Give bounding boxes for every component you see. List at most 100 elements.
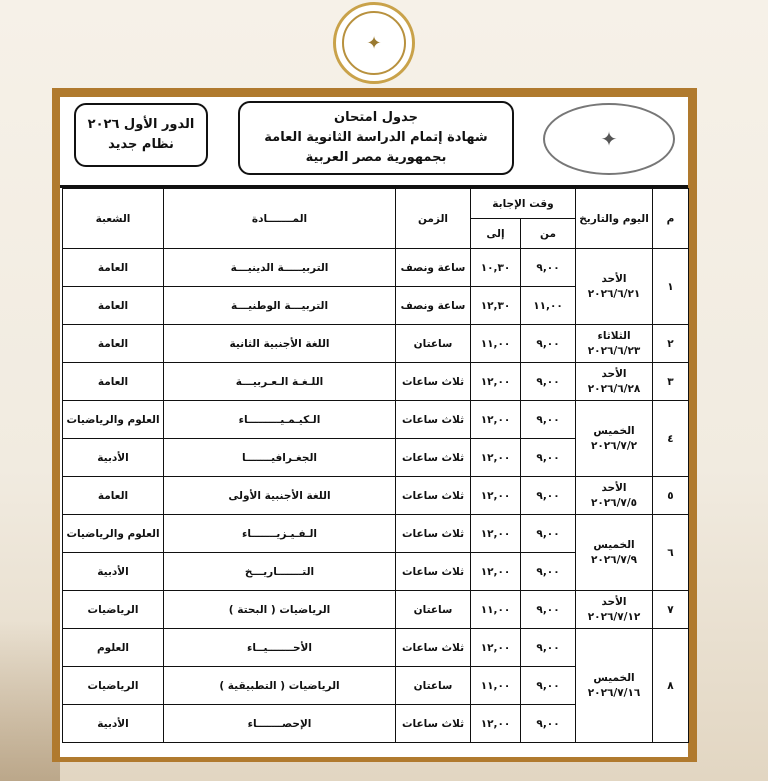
day-name: الثلاثاء (597, 329, 631, 342)
time-to: ١١,٠٠ (469, 324, 522, 363)
time-to: ١٢,٠٠ (469, 400, 522, 439)
table-row: ٩,٠٠ ١٢,٠٠ ثلاث ساعات التـــــــاريـــخ الأد… (62, 552, 689, 591)
branch: العامة (62, 248, 164, 287)
subject: الجغـرافيـــــــا (163, 438, 396, 477)
time-from: ٩,٠٠ (520, 666, 577, 705)
header-subject: المـــــــادة (163, 188, 396, 249)
exam-date: ٢٠٢٦/٧/٥ (590, 496, 638, 509)
duration: ثلاث ساعات (395, 628, 471, 667)
table-row: ٥ الأحد ٢٠٢٦/٧/٥ ٩,٠٠ ١٢,٠٠ ثلاث ساعات اللغة ا… (62, 476, 690, 515)
exam-day-date: الأحد ٢٠٢٦/٦/٢١ (575, 248, 654, 325)
exam-day-date: الأحد ٢٠٢٦/٧/٥ (575, 476, 654, 515)
duration: ساعتان (395, 666, 471, 705)
duration: ساعة ونصف (395, 248, 471, 287)
header-to: إلى (469, 218, 522, 249)
exam-day-date: الأحد ٢٠٢٦/٦/٢٨ (575, 362, 654, 401)
duration: ثلاث ساعات (395, 400, 471, 439)
ministry-logo: ✦ (333, 2, 415, 84)
branch: العلوم والرياضيات (62, 514, 164, 553)
duration: ثلاث ساعات (395, 476, 471, 515)
time-from: ٩,٠٠ (520, 552, 577, 591)
subject: الـكيـمـيـــــــــاء (163, 400, 396, 439)
subject: اللغة الأجنبية الأولى (163, 476, 396, 515)
table-row: ٨ الخميس ٢٠٢٦/٧/١٦ ٩,٠٠ ١٢,٠٠ ثلاث ساعات الأحـ… (62, 628, 690, 743)
header-branch: الشعبة (62, 188, 164, 249)
branch: العلوم والرياضيات (62, 400, 164, 439)
table-row: ٩,٠٠ ١٢,٠٠ ثلاث ساعات الجغـرافيـــــــا الأد… (62, 438, 689, 477)
exam-date: ٢٠٢٦/٧/١٦ (587, 686, 641, 699)
ministry-seal-icon: ✦ (543, 103, 675, 175)
branch: الأدبية (62, 552, 164, 591)
palm-trees-background (0, 621, 60, 781)
exam-date: ٢٠٢٦/٦/٢٣ (587, 344, 641, 357)
branch: العامة (62, 324, 164, 363)
exam-date: ٢٠٢٦/٧/٩ (590, 553, 638, 566)
time-from: ٩,٠٠ (520, 324, 577, 363)
time-to: ١١,٠٠ (469, 590, 522, 629)
exam-date: ٢٠٢٦/٧/١٢ (587, 610, 641, 623)
time-to: ١٢,٠٠ (469, 476, 522, 515)
schedule-table: م اليوم والتاريخ وقت الإجابة الزمن المــ… (62, 188, 690, 743)
duration: ساعتان (395, 324, 471, 363)
time-to: ١١,٠٠ (469, 666, 522, 705)
table-row: ٦ الخميس ٢٠٢٦/٧/٩ ٩,٠٠ ١٢,٠٠ ثلاث ساعات الـفـي… (62, 514, 690, 591)
exam-day-date: الأحد ٢٠٢٦/٧/١٢ (575, 590, 654, 629)
time-to: ١٢,٠٠ (469, 362, 522, 401)
subject: الرياضيات ( التطبيقية ) (163, 666, 396, 705)
exam-day-date: الخميس ٢٠٢٦/٧/١٦ (575, 628, 654, 743)
exam-day-date: الخميس ٢٠٢٦/٧/٢ (575, 400, 654, 477)
table-row: ٩,٠٠ ١٢,٠٠ ثلاث ساعات الإحصـــــــاء الأدبية (62, 704, 689, 743)
time-to: ١٢,٠٠ (469, 514, 522, 553)
subject: اللـغـة الـعـربيـــة (163, 362, 396, 401)
exam-round: الدور الأول ٢٠٢٦ (87, 117, 195, 132)
duration: ثلاث ساعات (395, 438, 471, 477)
time-to: ١٢,٠٠ (469, 628, 522, 667)
day-name: الأحد (601, 595, 627, 608)
header-num: م (652, 188, 690, 249)
header-duration: الزمن (395, 188, 471, 249)
day-name: الخميس (593, 424, 635, 437)
title-line-1: جدول امتحان (334, 110, 418, 125)
time-from: ١١,٠٠ (520, 286, 577, 325)
time-from: ٩,٠٠ (520, 400, 577, 439)
subject: الإحصـــــــاء (163, 704, 396, 743)
duration: ساعتان (395, 590, 471, 629)
branch: العامة (62, 476, 164, 515)
time-from: ٩,٠٠ (520, 590, 577, 629)
day-name: الأحد (601, 367, 627, 380)
time-to: ١٢,٠٠ (469, 704, 522, 743)
table-row: ٢ الثلاثاء ٢٠٢٦/٦/٢٣ ٩,٠٠ ١١,٠٠ ساعتان اللغة ا… (62, 324, 690, 363)
subject: الأحـــــــيــاء (163, 628, 396, 667)
round-box: الدور الأول ٢٠٢٦ نظام جديد (74, 103, 208, 167)
duration: ثلاث ساعات (395, 362, 471, 401)
title-line-2: شهادة إتمام الدراسة الثانوية العامة (264, 130, 488, 145)
table-row: ٣ الأحد ٢٠٢٦/٦/٢٨ ٩,٠٠ ١٢,٠٠ ثلاث ساعات اللـغـ… (62, 362, 690, 401)
exam-date: ٢٠٢٦/٧/٢ (590, 439, 638, 452)
table-row: ٧ الأحد ٢٠٢٦/٧/١٢ ٩,٠٠ ١١,٠٠ ساعتان الرياضيات … (62, 590, 690, 629)
day-name: الأحد (601, 272, 627, 285)
duration: ثلاث ساعات (395, 704, 471, 743)
time-from: ٩,٠٠ (520, 362, 577, 401)
exam-date: ٢٠٢٦/٦/٢١ (587, 287, 641, 300)
duration: ثلاث ساعات (395, 514, 471, 553)
exam-schedule-document: الدور الأول ٢٠٢٦ نظام جديد جدول امتحان ش… (60, 97, 690, 757)
table-row: ١١,٠٠ ١٢,٣٠ ساعة ونصف التربيـــة الوطنيـــة… (62, 286, 689, 325)
subject: اللغة الأجنبية الثانية (163, 324, 396, 363)
time-to: ١٢,٠٠ (469, 552, 522, 591)
subject: التربيـــــة الدينيـــة (163, 248, 396, 287)
branch: العامة (62, 362, 164, 401)
subject: الـفـيـزيـــــــاء (163, 514, 396, 553)
exam-number: ٦ (652, 514, 690, 591)
time-to: ١٢,٣٠ (469, 286, 522, 325)
title-box: جدول امتحان شهادة إتمام الدراسة الثانوية… (238, 101, 514, 175)
branch: الرياضيات (62, 666, 164, 705)
subject: التـــــــاريـــخ (163, 552, 396, 591)
header-answer-time: وقت الإجابة (469, 188, 577, 219)
duration: ثلاث ساعات (395, 552, 471, 591)
day-name: الأحد (601, 481, 627, 494)
time-from: ٩,٠٠ (520, 704, 577, 743)
branch: الأدبية (62, 438, 164, 477)
day-name: الخميس (593, 671, 635, 684)
exam-number: ٣ (652, 362, 690, 401)
time-from: ٩,٠٠ (520, 514, 577, 553)
